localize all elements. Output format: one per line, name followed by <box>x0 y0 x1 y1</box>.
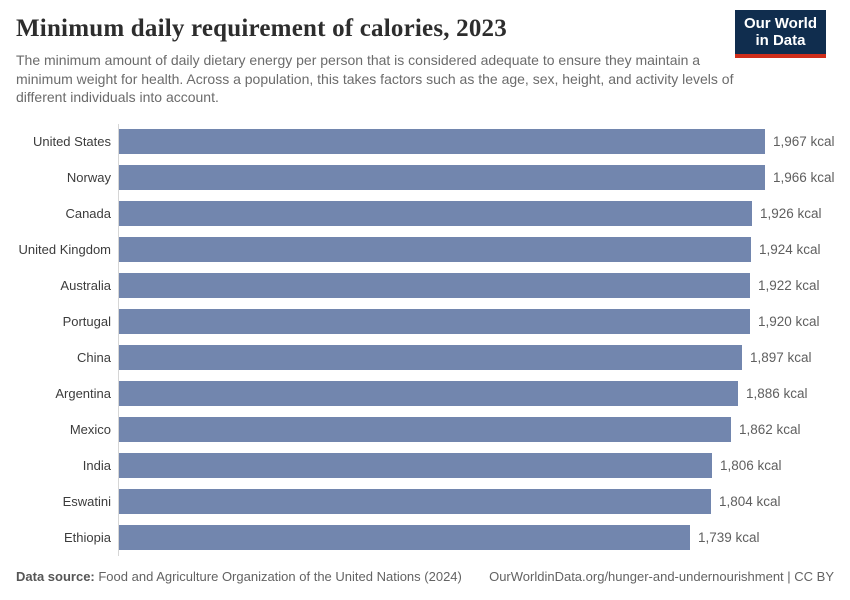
value-label: 1,926 kcal <box>760 206 822 222</box>
footer-link[interactable]: OurWorldinData.org/hunger-and-undernouri… <box>489 568 834 584</box>
entity-label: United Kingdom <box>18 242 112 258</box>
bar-track: 1,862 kcal <box>118 411 834 448</box>
bar-track: 1,804 kcal <box>118 483 834 520</box>
bar-track: 1,739 kcal <box>118 519 834 556</box>
bar[interactable] <box>119 165 765 191</box>
entity-label: Norway <box>66 170 111 186</box>
bar[interactable] <box>119 129 765 155</box>
entity-label: Mexico <box>69 422 111 438</box>
entity-label: China <box>77 350 111 366</box>
owid-logo-line2: in Data <box>755 32 806 50</box>
bar-row: Mexico 1,862 kcal <box>16 411 834 448</box>
data-source-text: Food and Agriculture Organization of the… <box>94 568 462 584</box>
bar[interactable] <box>119 201 752 227</box>
bar-rows: United States 1,967 kcal Norway 1,966 kcal C… <box>16 123 835 556</box>
entity-label: India <box>82 458 111 474</box>
data-source: Data source: Food and Agriculture Organi… <box>16 569 462 584</box>
bar-track: 1,920 kcal <box>118 303 834 340</box>
value-label: 1,924 kcal <box>759 242 821 258</box>
bar[interactable] <box>119 489 711 515</box>
value-label: 1,920 kcal <box>758 314 820 330</box>
entity-label: Eswatini <box>62 494 111 510</box>
bar-track: 1,806 kcal <box>118 447 834 484</box>
bar-track: 1,886 kcal <box>118 375 834 412</box>
value-label: 1,739 kcal <box>698 530 760 546</box>
bar[interactable] <box>119 237 751 263</box>
bar[interactable] <box>119 381 738 407</box>
entity-label: United States <box>32 134 111 150</box>
bar[interactable] <box>119 345 742 371</box>
bar-row: Argentina 1,886 kcal <box>16 375 834 412</box>
bar-row: United States 1,967 kcal <box>16 123 835 160</box>
value-label: 1,806 kcal <box>720 458 782 474</box>
page-title: Minimum daily requirement of calories, 2… <box>16 15 507 42</box>
bar-row: Australia 1,922 kcal <box>16 267 834 304</box>
bar-row: Portugal 1,920 kcal <box>16 303 834 340</box>
bar-track: 1,926 kcal <box>118 195 834 232</box>
value-label: 1,862 kcal <box>739 422 801 438</box>
bar[interactable] <box>119 309 750 335</box>
bar-row: Eswatini 1,804 kcal <box>16 483 834 520</box>
bar[interactable] <box>119 417 731 443</box>
bar-track: 1,967 kcal <box>118 123 835 160</box>
bar-row: Canada 1,926 kcal <box>16 195 834 232</box>
value-label: 1,804 kcal <box>719 494 781 510</box>
bar[interactable] <box>119 525 690 551</box>
value-label: 1,966 kcal <box>773 170 835 186</box>
bar-row: Norway 1,966 kcal <box>16 159 835 196</box>
bar-row: Ethiopia 1,739 kcal <box>16 519 834 556</box>
data-source-label: Data source: <box>16 568 95 584</box>
bar-track: 1,966 kcal <box>118 159 835 196</box>
entity-label: Canada <box>65 206 111 222</box>
bar-row: China 1,897 kcal <box>16 339 834 376</box>
entity-label: Portugal <box>62 314 111 330</box>
owid-logo-line1: Our World <box>743 15 817 32</box>
value-label: 1,922 kcal <box>758 278 820 294</box>
bar[interactable] <box>119 273 750 299</box>
bar-track: 1,922 kcal <box>118 267 834 304</box>
bar-row: United Kingdom 1,924 kcal <box>16 231 834 268</box>
value-label: 1,886 kcal <box>746 386 808 402</box>
entity-label: Argentina <box>55 386 111 402</box>
value-label: 1,967 kcal <box>773 134 835 150</box>
chart-subtitle: The minimum amount of daily dietary ener… <box>16 52 734 106</box>
bar[interactable] <box>119 453 712 479</box>
bar-row: India 1,806 kcal <box>16 447 834 484</box>
bar-track: 1,897 kcal <box>118 339 834 376</box>
chart-header: Minimum daily requirement of calories, 2… <box>16 0 834 107</box>
chart-footer: Data source: Food and Agriculture Organi… <box>16 569 834 584</box>
value-label: 1,897 kcal <box>750 350 812 366</box>
bar-chart: United States 1,967 kcal Norway 1,966 kcal C… <box>16 123 835 556</box>
entity-label: Ethiopia <box>64 530 111 546</box>
owid-logo[interactable]: Our World in Data <box>734 10 826 58</box>
entity-label: Australia <box>60 278 111 294</box>
bar-track: 1,924 kcal <box>118 231 834 268</box>
